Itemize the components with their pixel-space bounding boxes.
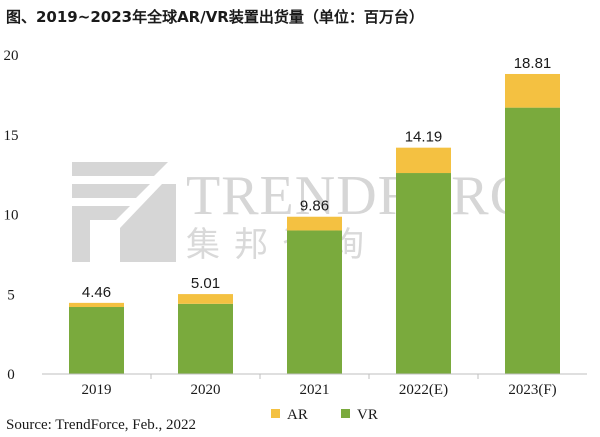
bar-ar <box>396 147 451 174</box>
x-tick-label: 2020 <box>191 382 221 398</box>
bar-vr <box>396 173 451 374</box>
x-tick-label: 2021 <box>300 382 330 398</box>
total-label: 14.19 <box>405 129 443 146</box>
total-label: 18.81 <box>514 55 552 72</box>
legend: AR VR <box>271 407 378 423</box>
bar-ar <box>505 73 560 108</box>
y-tick-label: 10 <box>4 208 19 224</box>
bar-ar <box>69 302 124 308</box>
y-tick-label: 20 <box>4 48 19 64</box>
legend-label-vr: VR <box>357 407 378 423</box>
legend-swatch-vr <box>341 409 350 418</box>
x-tick-label: 2022(E) <box>399 382 448 398</box>
watermark-sub: 集邦咨询 <box>186 225 378 265</box>
total-label: 5.01 <box>191 275 220 292</box>
y-axis: 0 5 10 15 20 <box>4 48 19 383</box>
chart-title: 图、2019~2023年全球AR/VR装置出货量（单位：百万台） <box>6 8 424 26</box>
x-axis: 2019 2020 2021 2022(E) 2023(F) <box>82 374 557 398</box>
y-tick-label: 15 <box>4 128 19 144</box>
watermark-brand: TRENDFORCE <box>186 165 563 227</box>
legend-swatch-ar <box>271 409 280 418</box>
x-tick-label: 2019 <box>82 382 112 398</box>
bar-ar <box>287 216 342 231</box>
y-tick-label: 0 <box>7 367 15 383</box>
legend-label-ar: AR <box>287 407 308 423</box>
trendforce-logo-icon <box>72 162 176 262</box>
total-label: 4.46 <box>82 284 111 301</box>
y-tick-label: 5 <box>7 287 15 303</box>
bar-ar <box>178 294 233 304</box>
bar-vr <box>287 230 342 374</box>
source-note: Source: TrendForce, Feb., 2022 <box>6 417 196 433</box>
bars <box>69 73 560 374</box>
x-tick-label: 2023(F) <box>508 382 556 398</box>
data-labels: 4.46 5.01 9.86 14.19 18.81 <box>82 55 551 301</box>
bar-vr <box>178 303 233 374</box>
bar-vr <box>69 307 124 374</box>
bar-vr <box>505 107 560 374</box>
total-label: 9.86 <box>300 198 329 215</box>
